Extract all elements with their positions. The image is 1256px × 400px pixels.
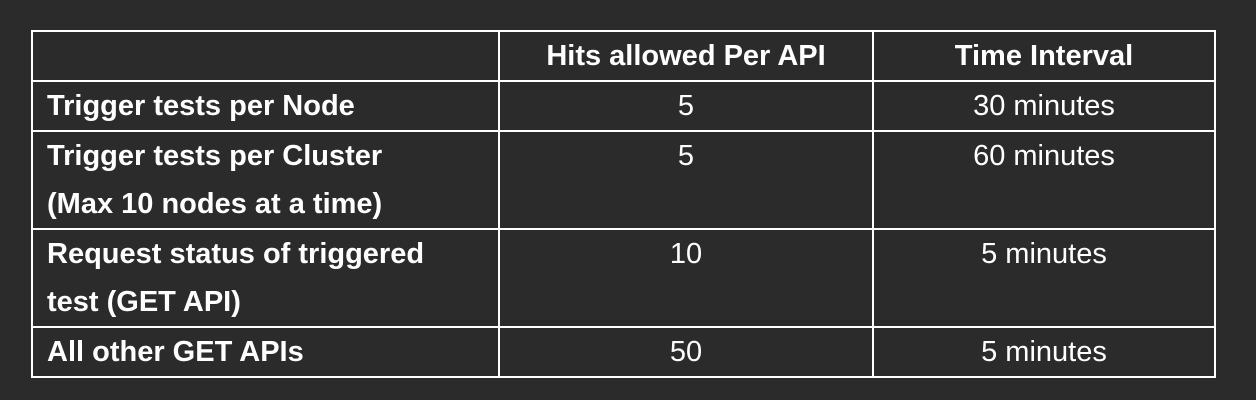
hits-value: 50 bbox=[498, 326, 874, 378]
row-label-line: test (GET API) bbox=[47, 286, 241, 318]
table-row: Trigger tests per Node 5 30 minutes bbox=[31, 80, 1216, 132]
row-label-line: Trigger tests per Node bbox=[47, 90, 355, 122]
interval-value: 5 minutes bbox=[872, 228, 1216, 328]
table-row: Trigger tests per Cluster (Max 10 nodes … bbox=[31, 130, 1216, 230]
row-label-line: Request status of triggered bbox=[47, 238, 425, 270]
interval-value: 60 minutes bbox=[872, 130, 1216, 230]
row-label-line: All other GET APIs bbox=[47, 336, 304, 368]
header-row: Hits allowed Per API Time Interval bbox=[31, 30, 1216, 82]
row-label: All other GET APIs bbox=[31, 326, 500, 378]
rate-limit-table: Hits allowed Per API Time Interval Trigg… bbox=[31, 30, 1216, 378]
table-row: Request status of triggered test (GET AP… bbox=[31, 228, 1216, 328]
interval-value: 5 minutes bbox=[872, 326, 1216, 378]
row-label: Trigger tests per Cluster (Max 10 nodes … bbox=[31, 130, 500, 230]
hits-value: 10 bbox=[498, 228, 874, 328]
header-empty-cell bbox=[31, 30, 500, 82]
interval-value: 30 minutes bbox=[872, 80, 1216, 132]
row-label: Request status of triggered test (GET AP… bbox=[31, 228, 500, 328]
row-label-line: Trigger tests per Cluster bbox=[47, 140, 383, 172]
row-label-line: (Max 10 nodes at a time) bbox=[47, 188, 383, 220]
table-row: All other GET APIs 50 5 minutes bbox=[31, 326, 1216, 378]
header-time-interval: Time Interval bbox=[872, 30, 1216, 82]
hits-value: 5 bbox=[498, 80, 874, 132]
hits-value: 5 bbox=[498, 130, 874, 230]
header-hits-allowed: Hits allowed Per API bbox=[498, 30, 874, 82]
row-label: Trigger tests per Node bbox=[31, 80, 500, 132]
